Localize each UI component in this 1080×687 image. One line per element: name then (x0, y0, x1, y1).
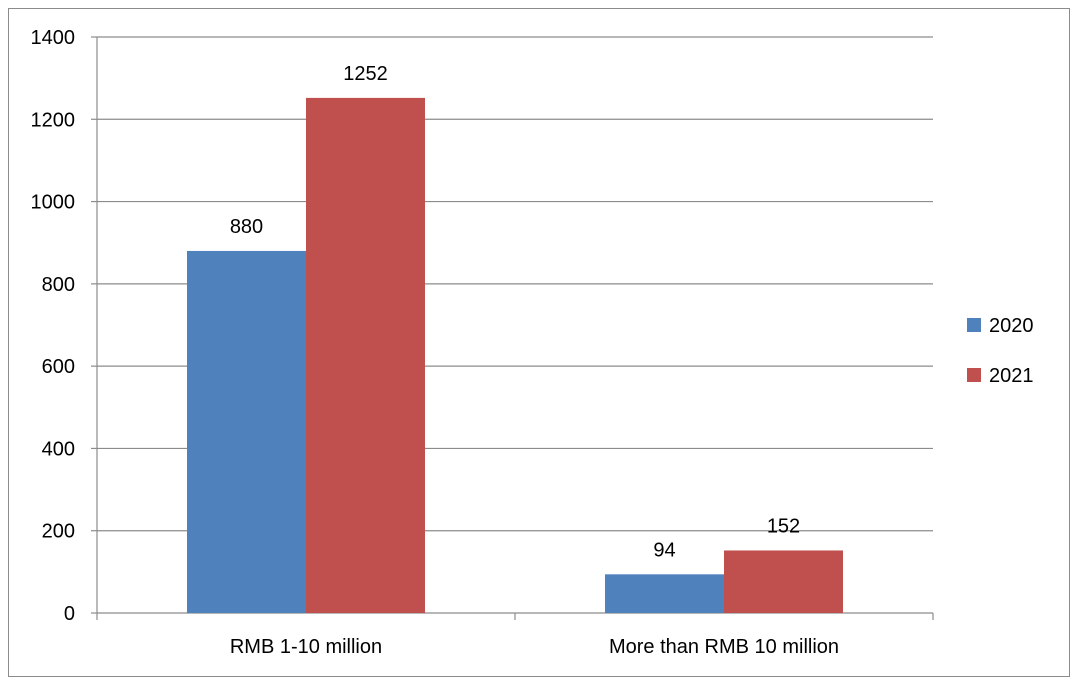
y-tick-label: 1000 (31, 192, 76, 214)
x-tick-label: More than RMB 10 million (609, 636, 839, 658)
y-tick-label: 1400 (31, 27, 76, 49)
x-axis-ticks: RMB 1-10 million More than RMB 10 million (96, 613, 934, 658)
y-tick-label: 800 (42, 274, 75, 296)
bar-2020-1 (187, 250, 306, 613)
y-tick-label: 400 (42, 438, 75, 460)
bars (187, 97, 843, 614)
y-tick-label: 0 (64, 603, 75, 625)
y-tick-label: 1200 (31, 109, 76, 131)
data-label: 1252 (343, 63, 388, 85)
bar-2020-2 (605, 574, 724, 613)
bar-2021-1 (306, 97, 425, 614)
y-axis-ticks: 0 200 400 600 800 1000 1200 1400 (31, 27, 97, 625)
data-label: 152 (767, 515, 800, 537)
y-tick-label: 200 (42, 521, 75, 543)
legend: 2020 2021 (967, 315, 1034, 387)
data-labels: 880 1252 94 152 (230, 63, 800, 561)
data-label: 880 (230, 216, 263, 238)
data-label: 94 (653, 539, 675, 561)
legend-swatch-2021 (967, 368, 981, 382)
legend-label-2021: 2021 (989, 365, 1034, 387)
y-tick-label: 600 (42, 356, 75, 378)
legend-label-2020: 2020 (989, 315, 1034, 337)
legend-swatch-2020 (967, 318, 981, 332)
x-tick-label: RMB 1-10 million (230, 636, 382, 658)
bar-2021-2 (724, 550, 843, 613)
